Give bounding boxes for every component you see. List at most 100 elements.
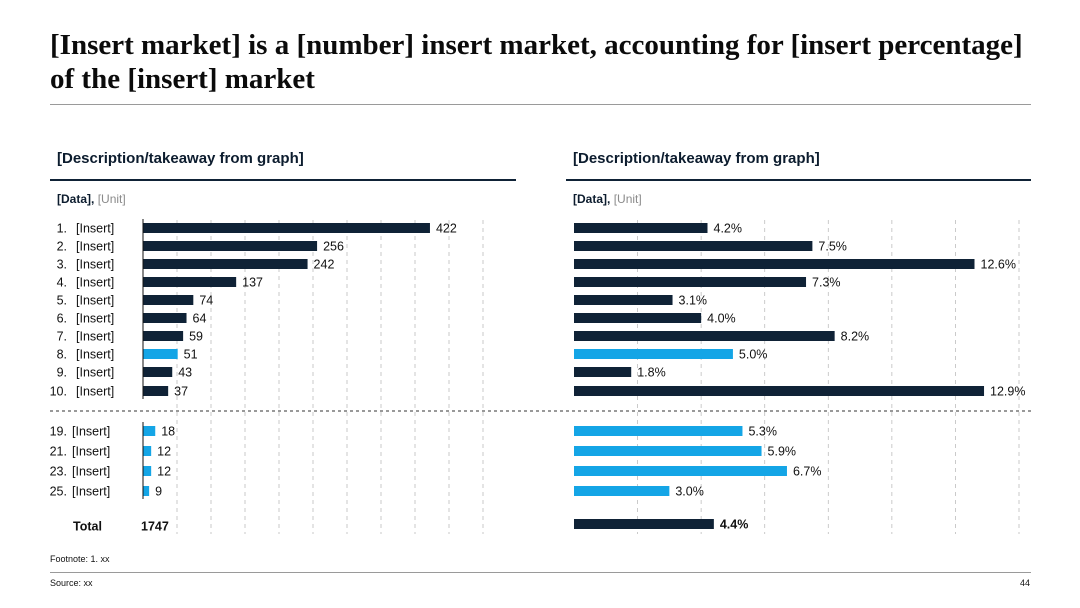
right-value-label: 1.8%: [637, 366, 666, 380]
left-data-label: [Data], [Unit]: [57, 192, 126, 206]
category-label: [Insert]: [76, 312, 114, 326]
rank-label: 2.: [57, 240, 67, 254]
right-bar: [574, 277, 807, 287]
total-label: Total: [73, 520, 102, 534]
footnote: Footnote: 1. xx: [50, 554, 110, 564]
left-bar: [143, 313, 187, 323]
right-data-label: [Data], [Unit]: [573, 192, 642, 206]
right-value-label: 7.5%: [818, 240, 847, 254]
left-value-label: 422: [436, 222, 457, 236]
left-value-label: 43: [178, 366, 192, 380]
right-value-label: 7.3%: [812, 276, 841, 290]
rank-label: 9.: [57, 366, 67, 380]
left-value-label: 242: [314, 258, 335, 272]
left-chart-title: [Description/takeaway from graph]: [57, 150, 304, 167]
footer-divider: [50, 572, 1031, 573]
category-label: [Insert]: [76, 385, 114, 399]
right-total-bar: [574, 519, 714, 529]
category-label: [Insert]: [76, 348, 114, 362]
rank-label: 6.: [57, 312, 67, 326]
rank-label: 5.: [57, 294, 67, 308]
left-value-label: 12: [157, 445, 171, 459]
right-bar: [574, 223, 708, 233]
left-bar: [143, 486, 150, 496]
right-chart-rule: [566, 179, 1031, 181]
rank-label: 21.: [50, 445, 67, 459]
category-label: [Insert]: [72, 465, 110, 479]
page-number: 44: [1019, 578, 1030, 588]
category-label: [Insert]: [76, 258, 114, 272]
category-label: [Insert]: [72, 425, 110, 439]
left-value-label: 18: [161, 425, 175, 439]
left-bar: [143, 331, 184, 341]
total-value: 1747: [141, 520, 169, 534]
right-chart-title: [Description/takeaway from graph]: [573, 150, 820, 167]
category-label: [Insert]: [72, 445, 110, 459]
rank-label: 25.: [50, 485, 67, 499]
source-note: Source: xx: [50, 578, 93, 588]
left-bar: [143, 349, 178, 359]
right-value-label: 5.3%: [748, 425, 777, 439]
left-value-label: 74: [199, 294, 213, 308]
category-label: [Insert]: [76, 240, 114, 254]
rank-label: 1.: [57, 222, 67, 236]
left-value-label: 59: [189, 330, 203, 344]
left-bar: [143, 259, 308, 269]
category-label: [Insert]: [72, 485, 110, 499]
right-bar: [574, 295, 673, 305]
right-bar: [574, 259, 975, 269]
left-bar: [143, 426, 156, 436]
left-value-label: 64: [193, 312, 207, 326]
left-value-label: 256: [323, 240, 344, 254]
right-data-text: [Data],: [573, 192, 611, 206]
right-value-label: 8.2%: [841, 330, 870, 344]
rank-label: 3.: [57, 258, 67, 272]
right-value-label: 12.9%: [990, 385, 1025, 399]
right-bar: [574, 426, 743, 436]
right-value-label: 4.2%: [714, 222, 743, 236]
left-bar: [143, 295, 194, 305]
left-chart-rule: [50, 179, 516, 181]
category-label: [Insert]: [76, 222, 114, 236]
right-bar: [574, 331, 835, 341]
left-value-label: 37: [174, 385, 188, 399]
left-bar: [143, 466, 152, 476]
page-title: [Insert market] is a [number] insert mar…: [50, 29, 1023, 95]
right-value-label: 5.9%: [768, 445, 797, 459]
right-bar: [574, 466, 787, 476]
right-bar: [574, 386, 985, 396]
rank-label: 7.: [57, 330, 67, 344]
right-bar: [574, 486, 670, 496]
right-value-label: 3.0%: [675, 485, 704, 499]
rank-label: 4.: [57, 276, 67, 290]
category-label: [Insert]: [76, 366, 114, 380]
left-bar: [143, 386, 169, 396]
right-value-label: 4.0%: [707, 312, 736, 326]
left-bar: [143, 367, 173, 377]
right-value-label: 6.7%: [793, 465, 822, 479]
left-value-label: 137: [242, 276, 263, 290]
right-bar: [574, 367, 632, 377]
right-bar: [574, 241, 813, 251]
right-unit-text: [Unit]: [613, 192, 642, 206]
left-value-label: 9: [155, 485, 162, 499]
title-divider: [50, 104, 1031, 105]
right-bar: [574, 446, 762, 456]
left-unit-text: [Unit]: [97, 192, 126, 206]
rank-label: 23.: [50, 465, 67, 479]
category-label: [Insert]: [76, 330, 114, 344]
left-value-label: 51: [184, 348, 198, 362]
category-label: [Insert]: [76, 276, 114, 290]
rank-label: 8.: [57, 348, 67, 362]
right-value-label: 5.0%: [739, 348, 768, 362]
left-bar: [143, 446, 152, 456]
left-bar: [143, 241, 318, 251]
left-value-label: 12: [157, 465, 171, 479]
category-label: [Insert]: [76, 294, 114, 308]
left-bar: [143, 277, 237, 287]
left-data-text: [Data],: [57, 192, 95, 206]
left-bar: [143, 223, 430, 233]
right-bar: [574, 349, 733, 359]
right-bar: [574, 313, 702, 323]
